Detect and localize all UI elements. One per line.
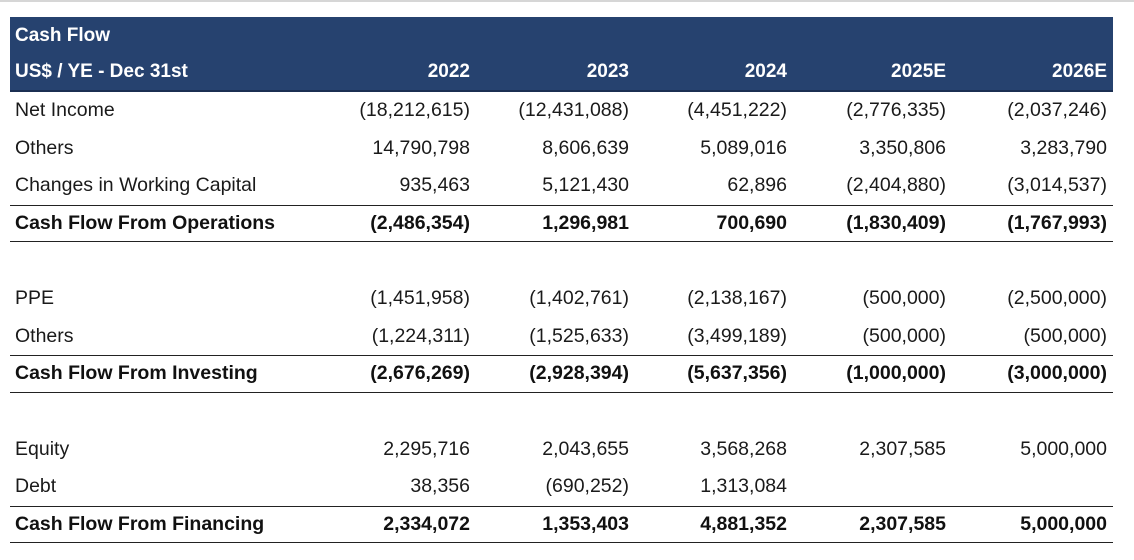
row-value: 14,790,798 bbox=[372, 136, 470, 159]
section-spacer bbox=[10, 393, 1113, 431]
row-label: Others bbox=[15, 136, 74, 159]
total-row-operations: Cash Flow From Operations (2,486,354) 1,… bbox=[10, 204, 1113, 242]
row-value: 935,463 bbox=[399, 174, 471, 197]
row-value: 2,043,655 bbox=[542, 437, 629, 460]
row-value: (2,138,167) bbox=[687, 287, 787, 310]
row-value: (2,500,000) bbox=[1007, 287, 1107, 310]
total-value: (3,000,000) bbox=[1007, 362, 1107, 385]
row-value: 1,313,084 bbox=[700, 475, 787, 498]
total-label: Cash Flow From Investing bbox=[15, 362, 258, 385]
row-value: 38,356 bbox=[410, 475, 470, 498]
row-value: 5,089,016 bbox=[700, 136, 787, 159]
year-header-2022: 2022 bbox=[427, 61, 470, 82]
row-value: 3,283,790 bbox=[1020, 136, 1107, 159]
total-value: 2,334,072 bbox=[383, 512, 470, 535]
row-value: (500,000) bbox=[862, 324, 946, 347]
total-label: Cash Flow From Financing bbox=[15, 512, 265, 535]
row-value: 2,307,585 bbox=[859, 437, 946, 460]
row-value: 3,350,806 bbox=[859, 136, 946, 159]
row-label: PPE bbox=[15, 287, 55, 310]
total-value: (2,928,394) bbox=[529, 362, 629, 385]
row-value: (3,014,537) bbox=[1007, 174, 1107, 197]
row-value: (12,431,088) bbox=[518, 99, 629, 122]
row-value: (3,499,189) bbox=[687, 324, 787, 347]
total-row-investing: Cash Flow From Investing (2,676,269) (2,… bbox=[10, 355, 1113, 393]
row-value: (2,037,246) bbox=[1007, 99, 1107, 122]
section-spacer bbox=[10, 242, 1113, 280]
row-value: (1,402,761) bbox=[529, 287, 629, 310]
total-value: 1,296,981 bbox=[542, 211, 629, 234]
total-value: (1,767,993) bbox=[1007, 211, 1107, 234]
total-value: 700,690 bbox=[716, 211, 788, 234]
table-row: PPE (1,451,958) (1,402,761) (2,138,167) … bbox=[10, 280, 1113, 318]
row-value: (1,525,633) bbox=[529, 324, 629, 347]
row-value: 5,000,000 bbox=[1020, 437, 1107, 460]
table-row: Debt 38,356 (690,252) 1,313,084 bbox=[10, 468, 1113, 506]
total-row-financing: Cash Flow From Financing 2,334,072 1,353… bbox=[10, 505, 1113, 543]
table-title: Cash Flow bbox=[15, 24, 111, 46]
row-label: Equity bbox=[15, 437, 70, 460]
total-value: (1,000,000) bbox=[846, 362, 946, 385]
row-value: 2,295,716 bbox=[383, 437, 470, 460]
cash-flow-table: Cash Flow US$ / YE - Dec 31st 2022 2023 … bbox=[10, 17, 1113, 543]
year-header-2024: 2024 bbox=[744, 61, 787, 82]
total-value: (1,830,409) bbox=[846, 211, 946, 234]
units-label: US$ / YE - Dec 31st bbox=[15, 61, 188, 82]
year-header-2025e: 2025E bbox=[891, 61, 946, 82]
row-label: Others bbox=[15, 324, 74, 347]
row-value: (1,451,958) bbox=[370, 287, 470, 310]
total-value: 4,881,352 bbox=[700, 512, 787, 535]
total-value: (5,637,356) bbox=[687, 362, 787, 385]
column-header-row: US$ / YE - Dec 31st 2022 2023 2024 2025E… bbox=[10, 54, 1113, 92]
row-value: (690,252) bbox=[545, 475, 629, 498]
row-value: 62,896 bbox=[727, 174, 787, 197]
row-value: (2,404,880) bbox=[846, 174, 946, 197]
row-value: (500,000) bbox=[1023, 324, 1107, 347]
row-label: Debt bbox=[15, 475, 57, 498]
total-value: (2,676,269) bbox=[370, 362, 470, 385]
total-value: (2,486,354) bbox=[370, 211, 470, 234]
row-value: (18,212,615) bbox=[359, 99, 470, 122]
total-value: 1,353,403 bbox=[542, 512, 629, 535]
total-value: 2,307,585 bbox=[859, 512, 946, 535]
row-label: Changes in Working Capital bbox=[15, 174, 257, 197]
top-divider bbox=[0, 0, 1134, 2]
row-value: (1,224,311) bbox=[371, 324, 470, 347]
total-value: 5,000,000 bbox=[1020, 512, 1107, 535]
row-value: (2,776,335) bbox=[846, 99, 946, 122]
year-header-2026e: 2026E bbox=[1052, 61, 1107, 82]
row-value: (500,000) bbox=[862, 287, 946, 310]
table-row: Others (1,224,311) (1,525,633) (3,499,18… bbox=[10, 318, 1113, 356]
table-title-row: Cash Flow bbox=[10, 17, 1113, 54]
table-row: Net Income (18,212,615) (12,431,088) (4,… bbox=[10, 92, 1113, 130]
table-row: Equity 2,295,716 2,043,655 3,568,268 2,3… bbox=[10, 431, 1113, 469]
row-value: 8,606,639 bbox=[542, 136, 629, 159]
row-value: 3,568,268 bbox=[700, 437, 787, 460]
table-row: Others 14,790,798 8,606,639 5,089,016 3,… bbox=[10, 130, 1113, 168]
year-header-2023: 2023 bbox=[586, 61, 629, 82]
row-value: 5,121,430 bbox=[542, 174, 629, 197]
total-label: Cash Flow From Operations bbox=[15, 211, 276, 234]
table-row: Changes in Working Capital 935,463 5,121… bbox=[10, 167, 1113, 205]
row-value: (4,451,222) bbox=[687, 99, 787, 122]
row-label: Net Income bbox=[15, 99, 115, 122]
